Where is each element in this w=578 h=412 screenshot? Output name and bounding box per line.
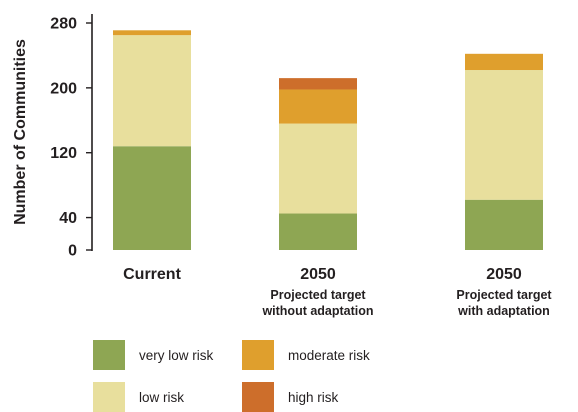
bar-segment-very-low-risk: [465, 199, 543, 250]
bar-segment-very-low-risk: [279, 213, 357, 250]
legend-item: low risk: [93, 382, 184, 412]
y-axis-label: Number of Communities: [12, 39, 29, 225]
bar-segment-moderate-risk: [279, 89, 357, 124]
legend-swatch: [93, 340, 125, 370]
x-category-label: Current: [123, 266, 181, 283]
x-category-label: 2050: [486, 266, 522, 283]
y-tick-label: 120: [50, 145, 77, 162]
bar-segment-low-risk: [465, 70, 543, 200]
legend-swatch: [242, 340, 274, 370]
legend-label: moderate risk: [288, 347, 370, 363]
stacked-bar-chart: 0 40 120 200 280 Number of Communities Curre…: [12, 14, 552, 318]
legend-item: very low risk: [93, 340, 213, 370]
x-category-sublabel: Projected target: [456, 288, 552, 302]
x-category-sublabel: without adaptation: [261, 304, 373, 318]
legend-label: very low risk: [139, 347, 214, 363]
bar-segment-moderate-risk: [113, 30, 191, 36]
bars: [113, 30, 543, 250]
bar-segment-low-risk: [113, 35, 191, 147]
y-tick-label: 200: [50, 80, 77, 97]
y-tick-label: 280: [50, 16, 77, 33]
legend-label: low risk: [139, 389, 185, 405]
x-category-sublabel: with adaptation: [457, 304, 550, 318]
legend-label: high risk: [288, 389, 339, 405]
legend-swatch: [93, 382, 125, 412]
bar-segment-low-risk: [279, 123, 357, 214]
legend: very low risk low risk moderate risk high r…: [93, 340, 493, 412]
x-category-labels: Current 2050 Projected target without adapt…: [123, 266, 552, 318]
y-axis: 0 40 120 200 280 Number of Communities: [12, 14, 93, 260]
legend-item: high risk: [242, 382, 338, 412]
bar-segment-high-risk: [279, 78, 357, 90]
bar-segment-moderate-risk: [465, 53, 543, 71]
x-category-label: 2050: [300, 266, 336, 283]
legend-item: moderate risk: [242, 340, 370, 370]
bar-segment-very-low-risk: [113, 146, 191, 250]
legend-swatch: [242, 382, 274, 412]
y-tick-label: 0: [68, 243, 77, 260]
y-tick-label: 40: [59, 210, 77, 227]
x-category-sublabel: Projected target: [270, 288, 366, 302]
